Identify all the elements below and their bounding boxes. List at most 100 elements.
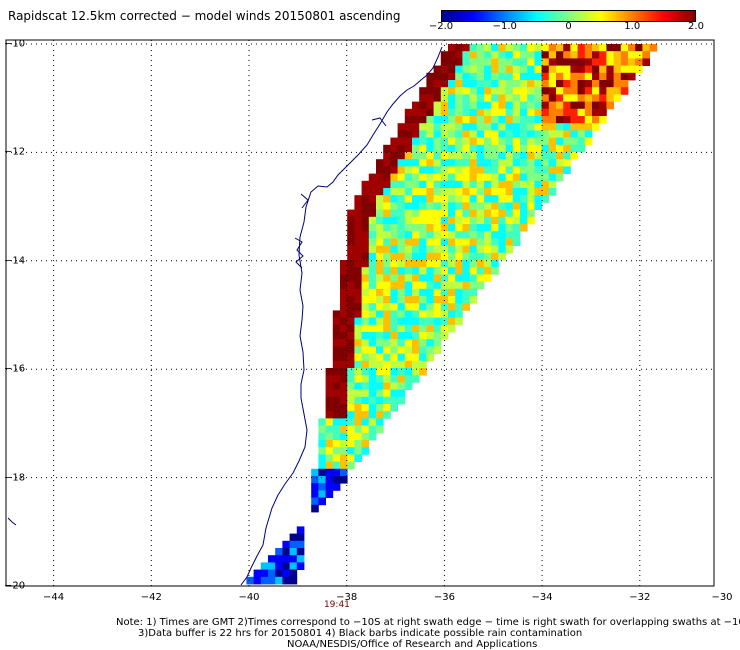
wind-cell [433,317,442,326]
wind-cell [520,216,528,225]
wind-cell [563,58,571,66]
wind-cell [556,137,564,146]
wind-cell [606,51,614,59]
wind-cell [253,576,262,585]
wind-cell [599,44,607,52]
wind-cell [390,202,398,210]
wind-cell [404,332,413,340]
wind-cell [448,80,456,88]
wind-cell [512,101,521,110]
wind-cell [397,324,406,333]
wind-cell [368,303,377,311]
wind-cell [570,144,578,153]
wind-cell [484,159,492,167]
wind-cell [469,180,478,189]
wind-cell [383,238,391,246]
wind-cell [440,245,449,254]
wind-cell [455,202,463,210]
wind-cell [433,209,442,218]
wind-cell [426,231,434,239]
wind-cell [332,396,341,405]
wind-cell [505,159,514,167]
wind-cell [498,224,506,232]
wind-cell [440,123,449,131]
wind-cell [282,540,290,549]
wind-cell [556,108,564,117]
wind-cell [419,296,427,304]
wind-cell [419,317,427,326]
wind-cell [433,173,442,182]
wind-cell [548,188,557,196]
wind-cell [584,58,593,66]
wind-cell [412,166,420,174]
wind-cell [404,144,413,153]
wind-cell [505,108,514,117]
wind-cell [440,310,449,318]
wind-cell [541,108,550,117]
wind-cell [455,260,463,268]
wind-cell [419,166,427,174]
wind-cell [448,58,456,66]
wind-cell [361,447,370,455]
colorbar-tick-label: 2.0 [688,21,704,32]
wind-cell [505,144,514,153]
wind-cell [534,108,542,117]
wind-cell [498,173,506,182]
wind-cell [397,317,406,326]
wind-cell [520,108,528,117]
wind-cell [440,94,449,102]
wind-cell [390,209,398,218]
wind-cell [397,152,406,160]
wind-cell [397,274,406,282]
longitude-label: −38 [336,592,358,603]
wind-cell [484,65,492,74]
wind-cell [383,159,391,167]
wind-cell [332,368,341,376]
wind-cell [368,173,377,182]
wind-cell [448,137,456,146]
wind-cell [440,144,449,153]
colorbar-tick-label: 0 [565,21,572,32]
wind-cell [289,576,298,585]
wind-cell [412,209,420,218]
wind-cell [462,180,470,189]
wind-cell [361,202,370,210]
wind-cell [426,166,434,174]
wind-cell [412,101,420,110]
wind-cell [397,310,406,318]
wind-cell [484,87,492,95]
wind-cell [354,332,362,340]
wind-cell [476,44,485,52]
wind-cell [426,288,434,297]
wind-cell [397,209,406,218]
wind-cell [318,461,326,470]
wind-cell [491,87,499,95]
wind-cell [448,274,456,282]
wind-cell [563,87,571,95]
wind-cell [599,58,607,66]
wind-cell [541,137,550,146]
wind-cell [332,353,341,362]
wind-cell [469,123,478,131]
wind-cell [563,108,571,117]
wind-cell [390,274,398,282]
wind-cell [577,130,586,138]
wind-cell [462,108,470,117]
wind-cell [498,65,506,74]
wind-cell [404,216,413,225]
wind-cell [642,58,650,66]
wind-cell [462,44,470,52]
wind-cell [361,389,370,398]
wind-cell [520,123,528,131]
wind-cell [412,108,420,117]
wind-cell [347,252,355,261]
wind-cell [584,65,593,74]
coastline-detail [7,117,387,526]
wind-cell [469,252,478,261]
wind-cell [368,195,377,203]
wind-cell [440,130,449,138]
wind-cell [289,569,298,578]
wind-cell [390,360,398,369]
wind-cell [296,533,305,542]
wind-cell [455,72,463,81]
